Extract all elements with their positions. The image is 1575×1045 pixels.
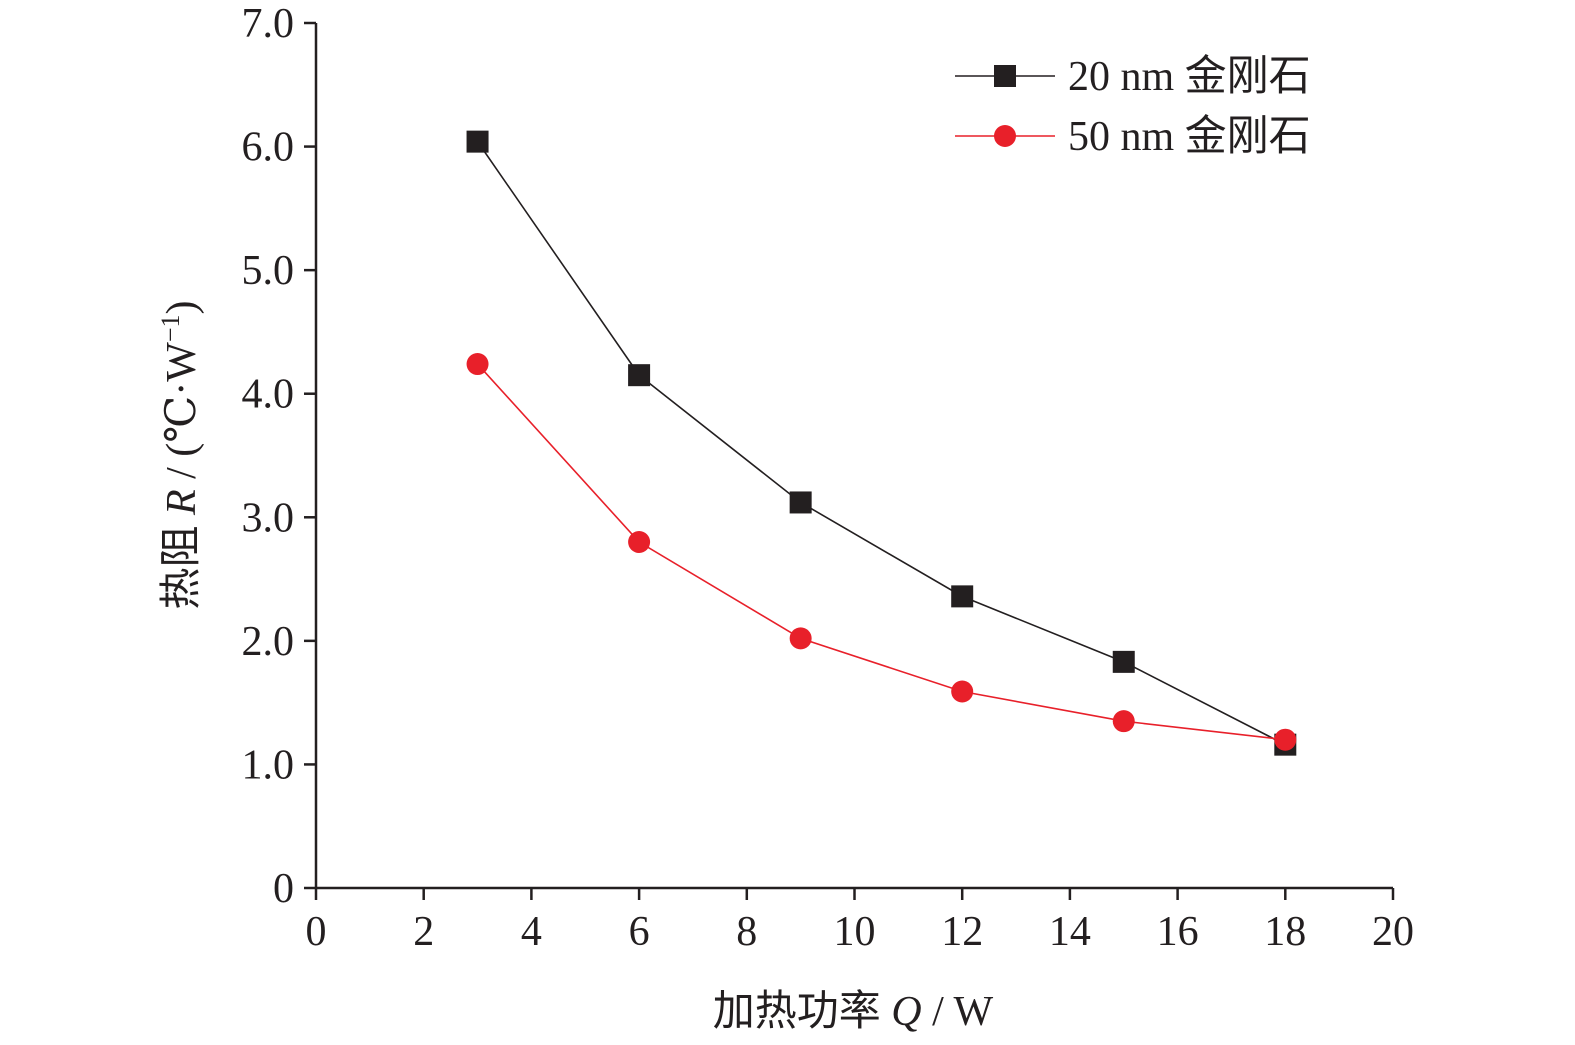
data-point bbox=[1274, 728, 1297, 751]
y-axis-title-prefix: 热阻 bbox=[159, 515, 205, 610]
data-point bbox=[466, 130, 489, 153]
y-tick-label: 0 bbox=[273, 866, 294, 912]
data-point bbox=[1112, 710, 1135, 733]
y-axis-title-suffix: / (℃·W bbox=[159, 342, 205, 490]
x-axis-title-symbol: Q bbox=[891, 989, 921, 1035]
data-point bbox=[951, 585, 974, 608]
x-tick-label: 12 bbox=[941, 909, 983, 955]
x-axis-title: 加热功率 Q / W bbox=[713, 988, 994, 1035]
y-tick-label: 4.0 bbox=[242, 372, 295, 418]
x-tick-label: 6 bbox=[629, 909, 650, 955]
x-axis-title-suffix: / W bbox=[922, 989, 994, 1035]
y-tick-label: 2.0 bbox=[242, 619, 295, 665]
x-tick-label: 8 bbox=[736, 909, 757, 955]
x-axis-title-prefix: 加热功率 bbox=[713, 988, 892, 1035]
y-tick-label: 7.0 bbox=[242, 1, 295, 47]
y-axis-title-symbol: R bbox=[159, 489, 205, 516]
x-tick-label: 18 bbox=[1264, 909, 1306, 955]
data-point bbox=[789, 491, 812, 514]
y-tick-label: 6.0 bbox=[242, 125, 295, 171]
legend-entry-2: 50 nm 金刚石 bbox=[955, 113, 1311, 160]
series-line bbox=[476, 363, 1286, 741]
y-axis-title-close: ) bbox=[159, 300, 205, 314]
data-point bbox=[628, 531, 651, 553]
x-tick-label: 4 bbox=[521, 909, 542, 955]
series-layer bbox=[466, 130, 1297, 756]
legend-marker bbox=[994, 65, 1016, 87]
data-point bbox=[1112, 650, 1135, 673]
x-tick-label: 0 bbox=[306, 909, 327, 955]
axes: 0 2 4 6 8 10 12 14 16 18 20 0 1.0 2.0 3.0 4.0 5.0 6.0 7.0 bbox=[242, 1, 1415, 955]
legend-label: 50 nm 金刚石 bbox=[1068, 113, 1311, 160]
x-tick-label: 20 bbox=[1372, 909, 1414, 955]
series-1 bbox=[466, 130, 1297, 756]
data-point bbox=[628, 364, 651, 387]
legend-label: 20 nm 金刚石 bbox=[1068, 53, 1311, 100]
x-tick-label: 10 bbox=[834, 909, 876, 955]
y-tick-label: 5.0 bbox=[242, 248, 295, 294]
data-point bbox=[951, 680, 974, 703]
series-2 bbox=[466, 353, 1297, 751]
data-point bbox=[789, 627, 812, 650]
y-axis-title: 热阻 R / (℃·W−1) bbox=[156, 300, 205, 609]
x-tick-label: 14 bbox=[1049, 909, 1091, 955]
x-tick-label: 2 bbox=[413, 909, 434, 955]
x-tick-label: 16 bbox=[1157, 909, 1199, 955]
legend: 20 nm 金刚石 50 nm 金刚石 bbox=[955, 53, 1311, 160]
y-tick-label: 1.0 bbox=[242, 742, 295, 788]
y-axis-title-superscript: −1 bbox=[156, 314, 185, 342]
legend-marker bbox=[994, 125, 1016, 147]
legend-entry-1: 20 nm 金刚石 bbox=[955, 53, 1311, 100]
data-point bbox=[466, 353, 489, 376]
y-tick-label: 3.0 bbox=[242, 495, 295, 541]
series-line bbox=[476, 141, 1286, 746]
